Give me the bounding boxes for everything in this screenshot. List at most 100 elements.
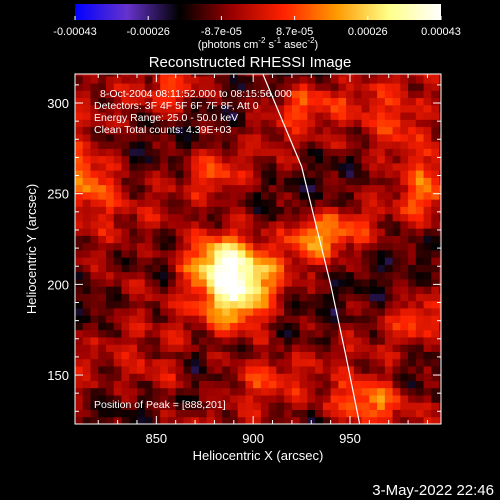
heatmap-cell — [191, 242, 200, 251]
heatmap-cell — [346, 141, 355, 149]
heatmap-cell — [160, 278, 169, 287]
heatmap-cell — [245, 74, 254, 77]
heatmap-cell — [198, 249, 208, 258]
heatmap-cell — [75, 380, 84, 389]
heatmap-cell — [82, 191, 91, 200]
heatmap-cell — [291, 206, 301, 215]
heatmap-cell — [206, 126, 215, 135]
heatmap-cell — [423, 249, 432, 258]
heatmap-cell — [353, 344, 363, 352]
heatmap-cell — [361, 126, 370, 135]
heatmap-cell — [307, 257, 316, 265]
heatmap-cell — [384, 148, 394, 157]
heatmap-cell — [361, 336, 370, 345]
heatmap-cell — [214, 235, 223, 244]
heatmap-cell — [167, 300, 177, 309]
heatmap-cell — [129, 141, 138, 149]
heatmap-cell — [237, 322, 246, 331]
heatmap-cell — [392, 206, 401, 215]
heatmap-cell — [307, 177, 316, 186]
heatmap-cell — [299, 213, 308, 222]
heatmap-cell — [377, 315, 386, 323]
heatmap-cell — [431, 336, 440, 345]
heatmap-cell — [206, 90, 215, 99]
heatmap-cell — [183, 387, 192, 396]
heatmap-cell — [361, 358, 370, 367]
heatmap-cell — [144, 300, 153, 309]
heatmap-cell — [431, 416, 440, 424]
heatmap-cell — [377, 104, 386, 113]
heatmap-cell — [191, 293, 200, 302]
heatmap-cell — [191, 402, 200, 410]
heatmap-cell — [152, 119, 161, 128]
heatmap-cell — [384, 213, 394, 222]
heatmap-cell — [408, 351, 417, 360]
heatmap-cell — [423, 155, 432, 164]
heatmap-cell — [392, 74, 401, 77]
heatmap-cell — [377, 264, 386, 273]
heatmap-cell — [229, 365, 239, 374]
heatmap-cell — [229, 75, 239, 84]
heatmap-cell — [361, 155, 370, 164]
heatmap-cell — [105, 83, 115, 91]
heatmap-cell — [307, 148, 316, 157]
heatmap-cell — [315, 264, 324, 273]
heatmap-cell — [113, 191, 122, 200]
heatmap-cell — [361, 373, 370, 381]
heatmap-cell — [431, 300, 440, 309]
heatmap-cell — [160, 286, 169, 294]
heatmap-cell — [338, 206, 347, 215]
heatmap-cell — [129, 177, 138, 186]
heatmap-cell — [322, 141, 332, 149]
heatmap-cell — [307, 278, 316, 287]
heatmap-cell — [191, 307, 200, 316]
heatmap-cell — [338, 213, 347, 222]
heatmap-cell — [369, 409, 378, 418]
heatmap-cell — [392, 394, 401, 403]
heatmap-cell — [384, 293, 394, 302]
heatmap-cell — [206, 141, 215, 149]
heatmap-cell — [98, 293, 107, 302]
heatmap-cell — [392, 336, 401, 345]
heatmap-cell — [392, 119, 401, 128]
heatmap-cell — [175, 177, 184, 186]
heatmap-cell — [90, 177, 99, 186]
heatmap-cell — [408, 141, 417, 149]
heatmap-cell — [284, 170, 293, 178]
heatmap-cell — [268, 409, 277, 418]
heatmap-cell — [423, 191, 432, 200]
heatmap-cell — [369, 373, 378, 381]
heatmap-cell — [284, 264, 293, 273]
heatmap-cell — [439, 336, 441, 345]
heatmap-cell — [198, 213, 208, 222]
heatmap-cell — [392, 300, 401, 309]
heatmap-cell — [315, 83, 324, 91]
heatmap-cell — [322, 409, 332, 418]
heatmap-cell — [361, 402, 370, 410]
heatmap-cell — [260, 90, 270, 99]
heatmap-cell — [144, 264, 153, 273]
heatmap-cell — [400, 199, 409, 207]
heatmap-cell — [284, 373, 293, 381]
heatmap-cell — [113, 148, 122, 157]
heatmap-cell — [75, 126, 84, 135]
heatmap-cell — [276, 373, 285, 381]
heatmap-cell — [431, 307, 440, 316]
heatmap-cell — [198, 365, 208, 374]
footer-timestamp: 3-May-2022 22:46 — [372, 482, 494, 499]
heatmap-cell — [369, 365, 378, 374]
heatmap-cell — [113, 286, 122, 294]
heatmap-cell — [276, 278, 285, 287]
heatmap-cell — [400, 235, 409, 244]
heatmap-cell — [98, 351, 107, 360]
heatmap-cell — [229, 83, 239, 91]
heatmap-cell — [113, 184, 122, 193]
heatmap-cell — [369, 206, 378, 215]
heatmap-cell — [346, 387, 355, 396]
heatmap-cell — [423, 300, 432, 309]
heatmap-cell — [260, 148, 270, 157]
heatmap-cell — [260, 322, 270, 331]
heatmap-cell — [229, 278, 239, 287]
heatmap-cell — [361, 83, 370, 91]
heatmap-cell — [175, 148, 184, 157]
